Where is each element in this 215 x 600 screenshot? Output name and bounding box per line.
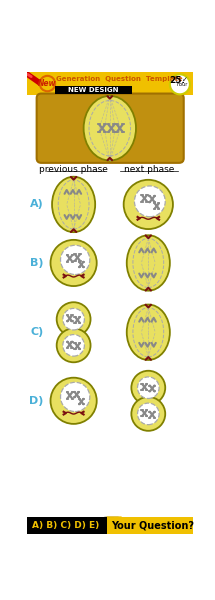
- Text: Your Question?: Your Question?: [111, 521, 194, 530]
- FancyBboxPatch shape: [114, 517, 193, 534]
- Text: hour: hour: [177, 82, 188, 87]
- Ellipse shape: [127, 305, 170, 360]
- Text: next phase: next phase: [124, 164, 174, 173]
- Circle shape: [131, 371, 165, 404]
- FancyBboxPatch shape: [28, 72, 193, 95]
- FancyBboxPatch shape: [28, 517, 107, 534]
- Text: Generation  Question  Template: Generation Question Template: [57, 76, 183, 82]
- Circle shape: [57, 328, 91, 362]
- Text: C): C): [30, 327, 43, 337]
- FancyBboxPatch shape: [55, 86, 132, 94]
- Ellipse shape: [127, 235, 170, 290]
- Circle shape: [134, 186, 165, 217]
- Circle shape: [51, 240, 97, 286]
- Text: 25.: 25.: [170, 76, 186, 85]
- Ellipse shape: [84, 96, 136, 161]
- Text: B): B): [30, 258, 43, 268]
- Circle shape: [138, 403, 159, 425]
- Circle shape: [170, 74, 190, 94]
- Text: A): A): [30, 199, 43, 209]
- Circle shape: [138, 377, 159, 398]
- Circle shape: [131, 397, 165, 431]
- Circle shape: [40, 76, 55, 91]
- Text: NEW DESIGN: NEW DESIGN: [68, 87, 119, 93]
- Text: New: New: [38, 79, 57, 88]
- Polygon shape: [104, 517, 118, 534]
- Circle shape: [61, 245, 90, 275]
- Circle shape: [124, 180, 173, 229]
- Text: previous phase: previous phase: [39, 164, 108, 173]
- Circle shape: [63, 308, 84, 330]
- Circle shape: [51, 377, 97, 424]
- Polygon shape: [107, 517, 121, 534]
- Ellipse shape: [52, 177, 95, 232]
- Text: D): D): [29, 396, 44, 406]
- Circle shape: [63, 335, 84, 356]
- Text: A) B) C) D) E): A) B) C) D) E): [32, 521, 100, 530]
- Circle shape: [57, 302, 91, 336]
- FancyBboxPatch shape: [37, 94, 184, 163]
- Circle shape: [61, 382, 90, 412]
- Text: ✓: ✓: [181, 77, 187, 83]
